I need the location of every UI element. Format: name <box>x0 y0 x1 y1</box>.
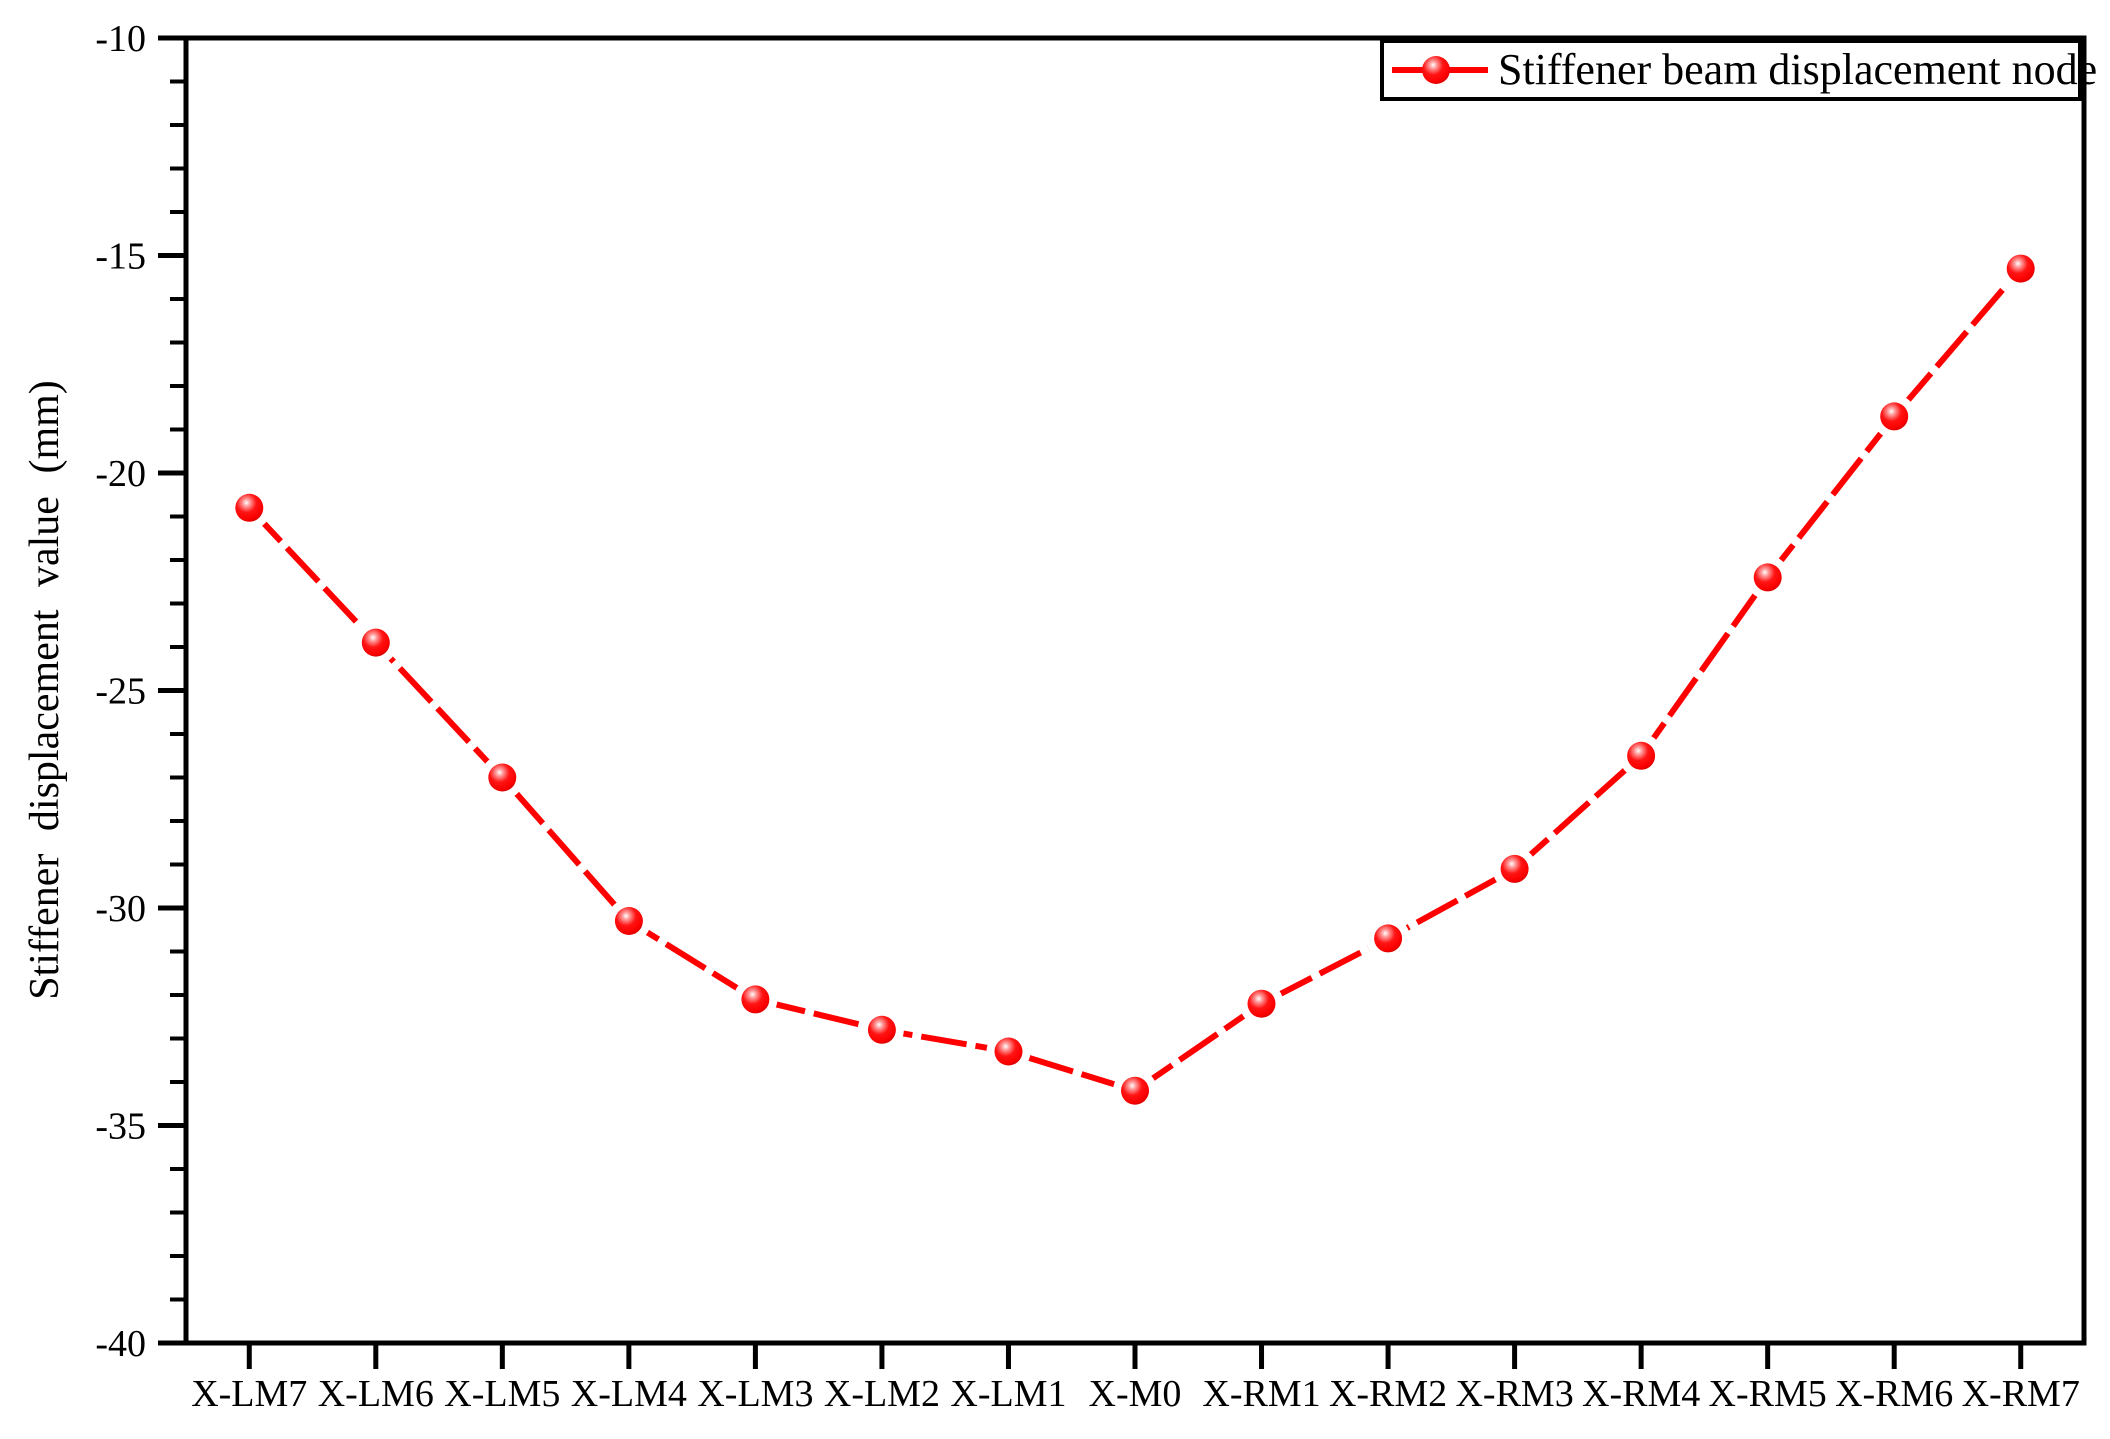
data-point-marker <box>1374 924 1403 953</box>
data-point-marker <box>994 1037 1023 1066</box>
x-tick-label: X-RM2 <box>1329 1373 1447 1415</box>
y-tick-label: -25 <box>95 671 146 713</box>
plot-frame <box>183 35 2087 1346</box>
y-tick-label: -30 <box>95 888 146 930</box>
x-tick-label: X-LM7 <box>191 1373 307 1415</box>
x-tick-label: X-RM4 <box>1582 1373 1700 1415</box>
x-tick-label: X-LM1 <box>950 1373 1066 1415</box>
data-point-marker <box>1500 854 1529 883</box>
y-axis-title: Stiffener displacement value (mm) <box>22 380 68 1000</box>
data-point-marker <box>1247 989 1276 1018</box>
series-polyline <box>247 266 2023 1094</box>
data-point-marker <box>235 493 264 522</box>
x-tick-label: X-LM2 <box>824 1373 940 1415</box>
legend: Stiffener beam displacement node <box>1380 39 2097 101</box>
data-point-marker <box>867 1015 896 1044</box>
data-point-marker <box>1627 741 1656 770</box>
x-tick-label: X-RM3 <box>1455 1373 1573 1415</box>
legend-label: Stiffener beam displacement node <box>1498 45 2097 94</box>
data-point-marker <box>614 907 643 935</box>
data-point-marker <box>741 985 770 1014</box>
y-axis-tick-labels: -10 -15 -20 -25 -30 -35 -40 <box>95 18 146 1365</box>
y-tick-label: -20 <box>95 453 146 495</box>
x-tick-label: X-RM6 <box>1835 1373 1953 1415</box>
y-tick-label: -10 <box>95 18 146 60</box>
x-axis-tick-labels: X-LM7 X-LM6 X-LM5 X-LM4 X-LM3 X-LM2 X-LM1 X-M0 X… <box>191 1373 2080 1415</box>
y-tick-label: -15 <box>95 236 146 278</box>
y-tick-label: -40 <box>95 1323 146 1365</box>
x-tick-label: X-LM4 <box>571 1373 687 1415</box>
y-tick-label: -35 <box>95 1106 146 1148</box>
data-point-marker <box>1880 402 1909 431</box>
x-tick-label: X-LM3 <box>697 1373 813 1415</box>
x-tick-label: X-RM7 <box>1962 1373 2080 1415</box>
data-point-marker <box>361 628 390 657</box>
x-tick-label: X-RM5 <box>1709 1373 1827 1415</box>
x-tick-label: X-LM6 <box>318 1373 434 1415</box>
x-tick-label: X-RM1 <box>1202 1373 1320 1415</box>
y-axis-ticks <box>158 35 186 1346</box>
data-point-marker <box>1753 563 1782 592</box>
x-axis-ticks <box>246 1343 2024 1369</box>
data-point-marker <box>488 763 517 792</box>
legend-marker-icon <box>1422 56 1450 84</box>
data-point-marker <box>2006 254 2035 283</box>
x-tick-label: X-LM5 <box>444 1373 560 1415</box>
data-series <box>227 246 2043 1113</box>
legend-box <box>1380 39 2082 101</box>
data-point-marker <box>1121 1076 1149 1105</box>
x-tick-label: X-M0 <box>1089 1373 1182 1415</box>
